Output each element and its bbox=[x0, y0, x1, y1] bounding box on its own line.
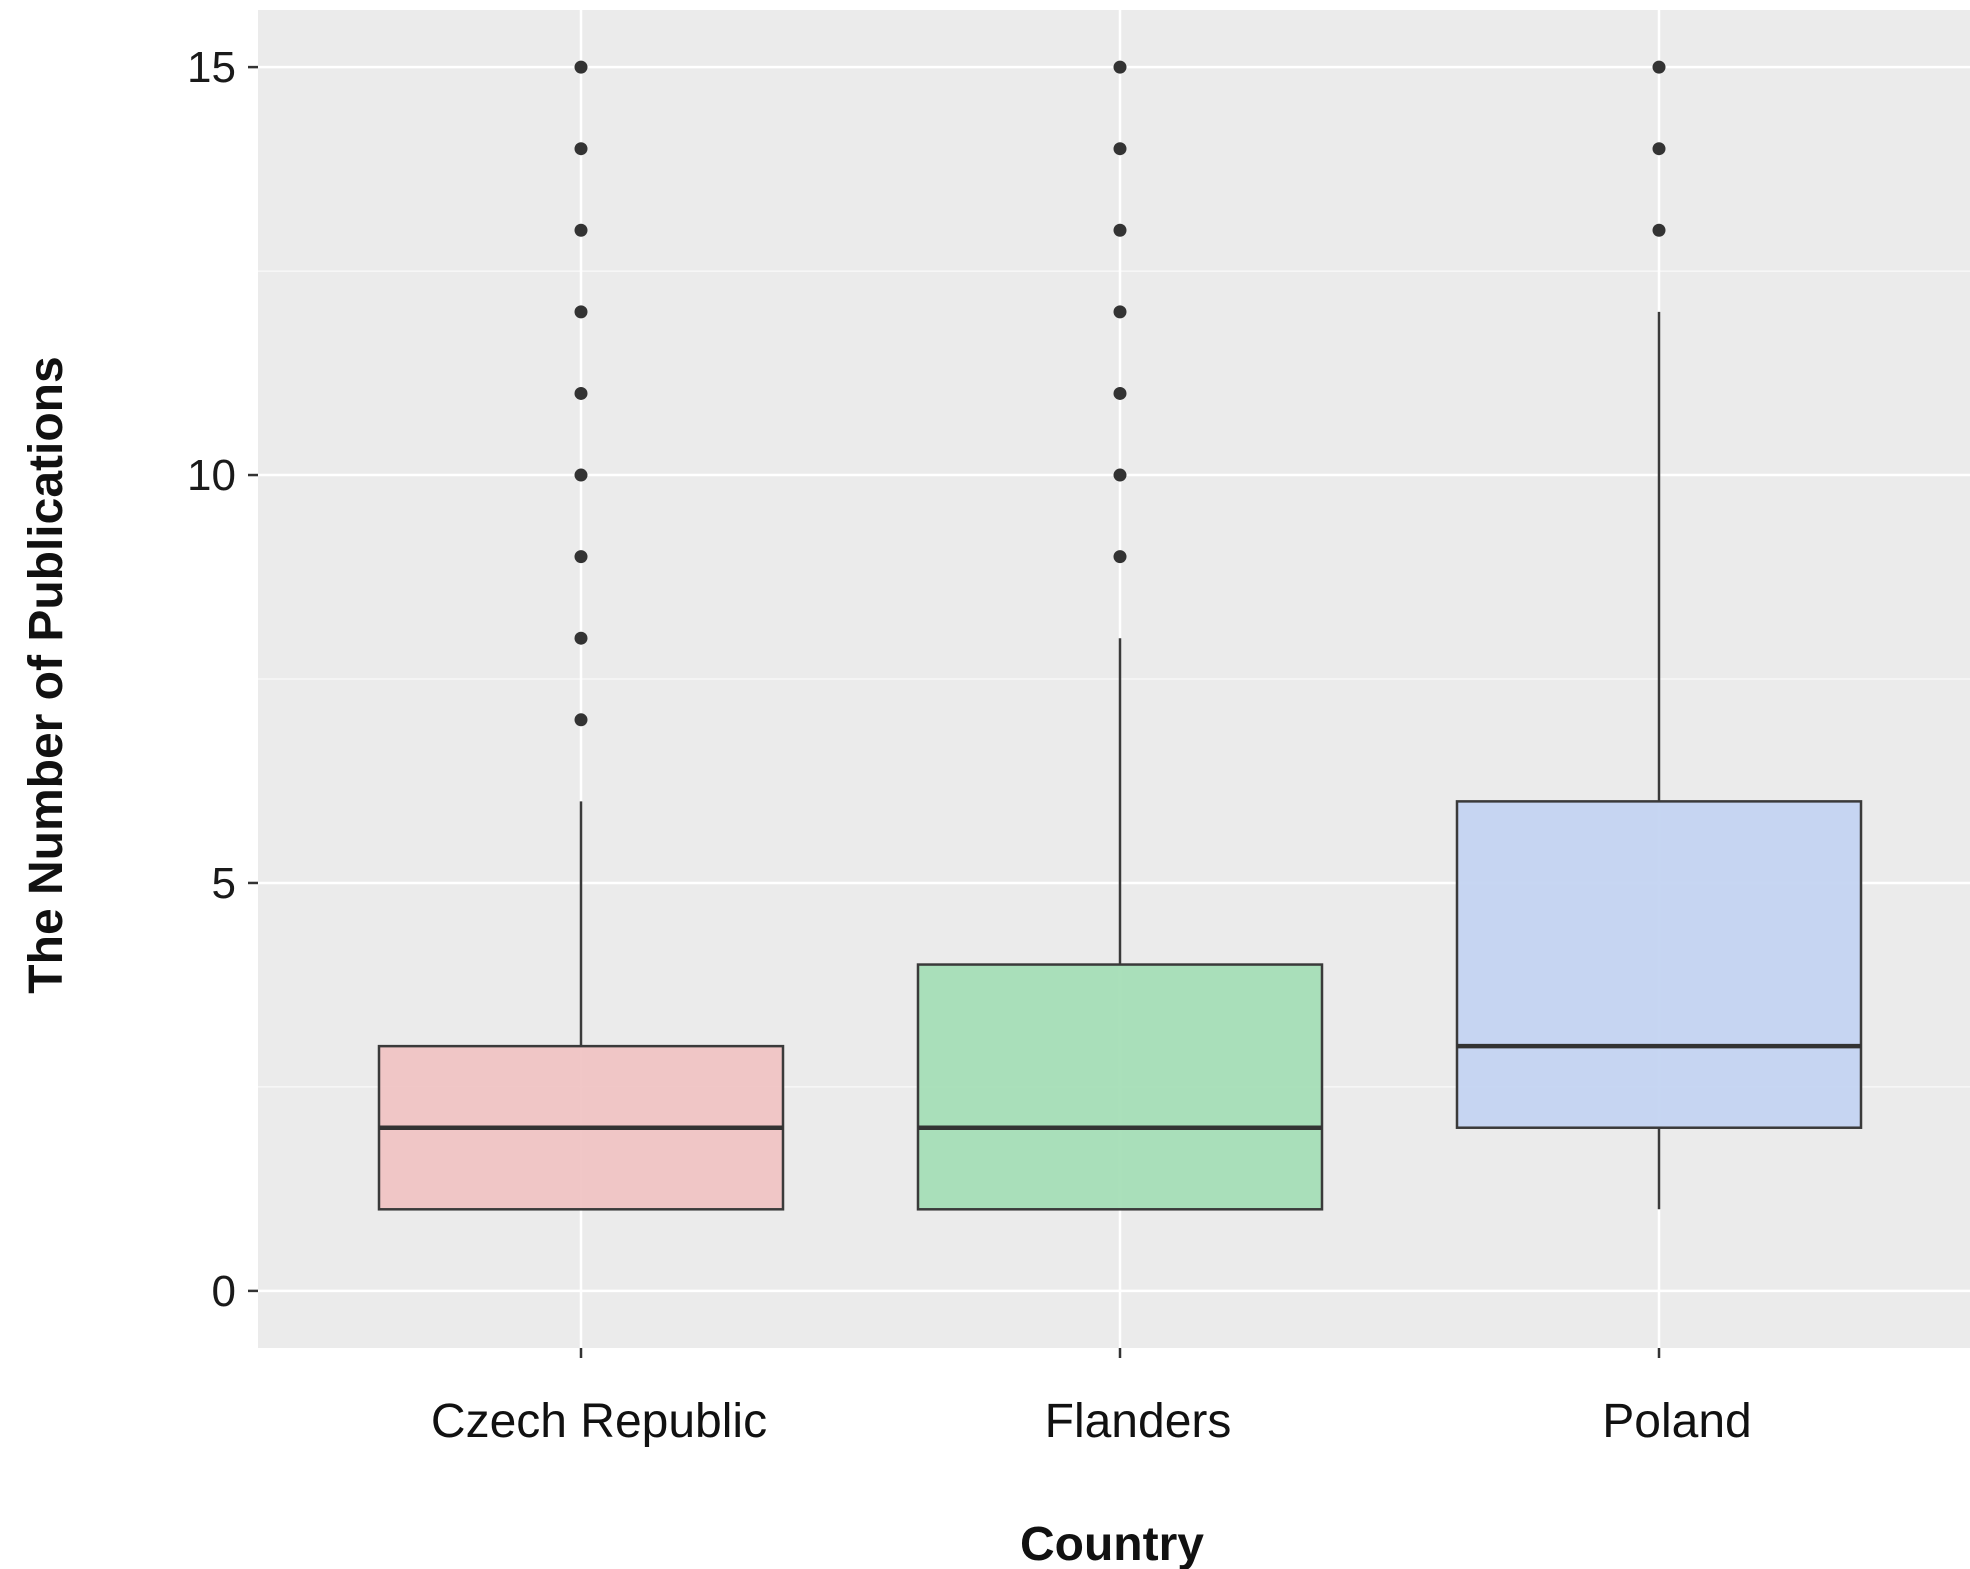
outlier-point bbox=[574, 386, 588, 400]
y-axis: 0 5 10 15 bbox=[187, 43, 258, 1316]
box bbox=[916, 963, 1324, 1211]
outlier-point bbox=[1113, 142, 1127, 156]
x-tick-label: Czech Republic bbox=[431, 1395, 767, 1448]
outliers-layer bbox=[574, 60, 1666, 727]
x-axis: Czech Republic Flanders Poland bbox=[431, 1348, 1752, 1448]
x-tick-label: Flanders bbox=[1045, 1395, 1232, 1448]
box-group bbox=[916, 638, 1324, 1211]
y-tick-label: 10 bbox=[187, 451, 236, 500]
x-tick-label: Poland bbox=[1602, 1395, 1751, 1448]
outlier-point bbox=[574, 468, 588, 482]
outlier-point bbox=[574, 550, 588, 564]
outlier-point bbox=[574, 305, 588, 319]
box-group bbox=[377, 801, 785, 1211]
outlier-point bbox=[1113, 223, 1127, 237]
outlier-point bbox=[1113, 305, 1127, 319]
outlier-point bbox=[1113, 550, 1127, 564]
box-group bbox=[1455, 311, 1863, 1210]
outlier-point bbox=[574, 631, 588, 645]
y-tick-label: 0 bbox=[212, 1267, 236, 1316]
outlier-point bbox=[574, 713, 588, 727]
box bbox=[1455, 800, 1863, 1129]
y-axis-title: The Number of Publications bbox=[20, 356, 73, 993]
outlier-point bbox=[574, 142, 588, 156]
outlier-point bbox=[1652, 60, 1666, 74]
outlier-point bbox=[1652, 142, 1666, 156]
outlier-point bbox=[574, 223, 588, 237]
outlier-point bbox=[574, 60, 588, 74]
outlier-point bbox=[1113, 60, 1127, 74]
boxes-layer bbox=[377, 311, 1863, 1211]
y-tick-label: 15 bbox=[187, 43, 236, 92]
outlier-point bbox=[1652, 223, 1666, 237]
x-axis-title: Country bbox=[1020, 1518, 1204, 1569]
y-tick-label: 5 bbox=[212, 859, 236, 908]
outlier-point bbox=[1113, 386, 1127, 400]
outlier-point bbox=[1113, 468, 1127, 482]
